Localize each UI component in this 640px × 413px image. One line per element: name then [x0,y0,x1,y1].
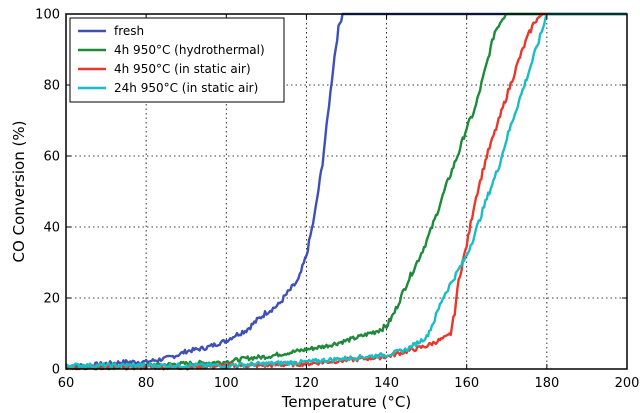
y-tick-label: 20 [43,292,60,307]
x-axis-label: Temperature (°C) [281,393,411,411]
x-tick-label: 100 [214,376,239,391]
y-tick-label: 40 [43,221,60,236]
x-tick-label: 160 [454,376,479,391]
legend-label: fresh [114,24,144,38]
x-tick-label: 60 [58,376,75,391]
axis-ticks: 60 80 100 120 140 160 180 200 0 20 40 60 80 100 [35,8,639,392]
legend-label: 4h 950°C (hydrothermal) [114,43,265,57]
x-tick-label: 140 [374,376,399,391]
x-tick-label: 180 [534,376,559,391]
series-line-4 [65,12,627,369]
x-tick-label: 120 [294,376,319,391]
y-tick-label: 0 [52,363,60,378]
x-tick-label: 200 [615,376,640,391]
y-tick-label: 60 [43,150,60,165]
x-tick-label: 80 [138,376,155,391]
legend-label: 24h 950°C (in static air) [114,81,258,95]
plot-frame [65,13,628,370]
y-tick-label: 80 [43,79,60,94]
legend-label: 4h 950°C (in static air) [114,62,251,76]
legend: fresh 4h 950°C (hydrothermal) 4h 950°C (in… [69,17,285,103]
y-axis-label: CO Conversion (%) [10,121,28,263]
y-tick-label: 100 [35,8,60,23]
